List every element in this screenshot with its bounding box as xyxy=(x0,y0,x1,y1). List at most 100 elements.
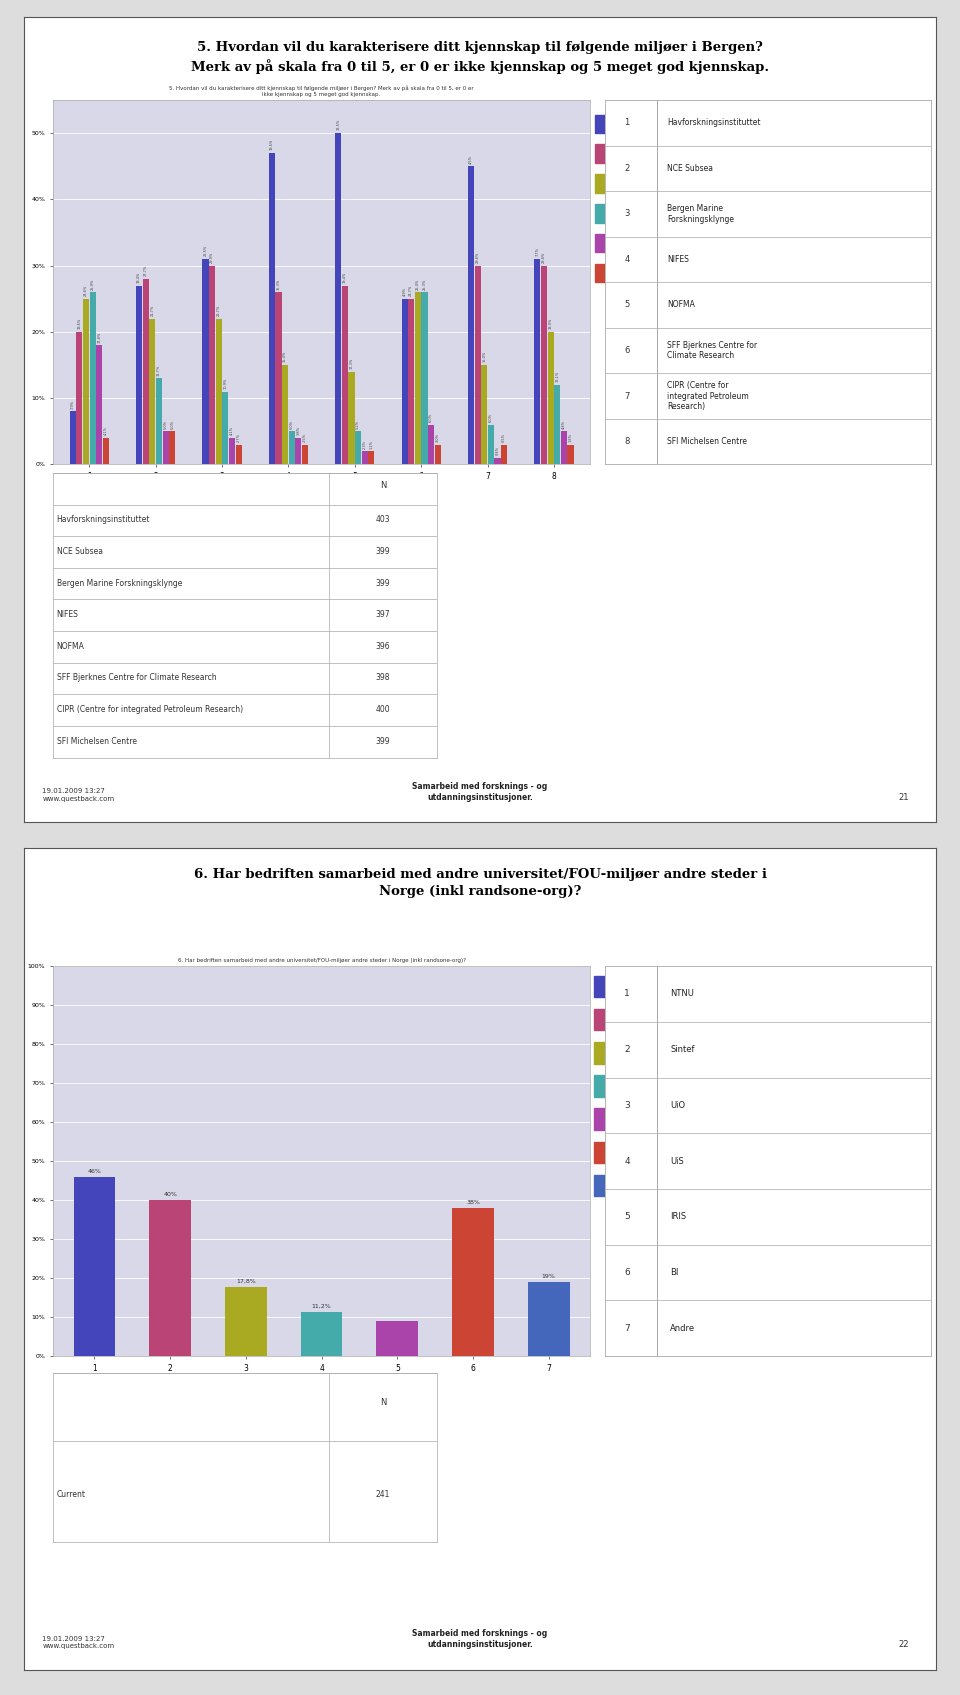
Text: 241: 241 xyxy=(376,1490,390,1500)
Text: Samarbeid med forsknings - og
utdanningsinstitusjoner.: Samarbeid med forsknings - og utdannings… xyxy=(413,781,547,802)
Text: 1: 1 xyxy=(613,151,617,156)
Bar xyxy=(428,425,434,464)
Text: 4: 4 xyxy=(624,1156,630,1166)
Text: 27,7%: 27,7% xyxy=(144,264,148,276)
Text: 0,5%: 0,5% xyxy=(502,432,506,442)
Text: 4,1%: 4,1% xyxy=(104,425,108,436)
Text: 15,4%: 15,4% xyxy=(283,351,287,363)
Text: 7: 7 xyxy=(624,1324,630,1332)
Text: 19%: 19% xyxy=(541,1275,556,1278)
Bar xyxy=(452,1209,493,1356)
Text: 4: 4 xyxy=(624,254,630,264)
Text: 5,0%: 5,0% xyxy=(163,420,168,429)
Bar xyxy=(494,458,500,464)
Text: 5: 5 xyxy=(624,300,630,310)
Bar xyxy=(223,392,228,464)
Text: 15,0%: 15,0% xyxy=(482,351,486,363)
Bar xyxy=(143,280,149,464)
Text: 4: 4 xyxy=(620,1085,624,1090)
Text: 3: 3 xyxy=(624,1100,630,1110)
Text: Bergen Marine Forskningsklynge: Bergen Marine Forskningsklynge xyxy=(57,578,182,588)
Text: Havforskningsinstituttet: Havforskningsinstituttet xyxy=(57,515,150,524)
Bar xyxy=(595,144,612,163)
Text: 2,3%: 2,3% xyxy=(363,439,367,449)
Text: 399: 399 xyxy=(375,578,391,588)
Text: 2: 2 xyxy=(624,1046,630,1054)
Text: 12,1%: 12,1% xyxy=(555,371,560,383)
Bar xyxy=(70,412,76,464)
Text: SFF Bjerknes Centre for Climate Research: SFF Bjerknes Centre for Climate Research xyxy=(57,673,216,683)
Bar xyxy=(276,292,281,464)
Text: 3: 3 xyxy=(613,210,617,215)
Bar xyxy=(376,1320,419,1356)
Bar xyxy=(540,266,547,464)
Bar xyxy=(547,332,554,464)
Text: 24,7%: 24,7% xyxy=(409,285,413,297)
Text: 21,7%: 21,7% xyxy=(217,305,221,315)
Bar xyxy=(595,115,612,134)
Bar xyxy=(595,203,612,222)
Bar xyxy=(594,1075,617,1097)
Bar xyxy=(362,451,368,464)
Text: 1: 1 xyxy=(624,119,630,127)
Bar xyxy=(302,444,308,464)
Text: SFI Michelsen Centre: SFI Michelsen Centre xyxy=(57,737,136,746)
Bar xyxy=(150,1200,191,1356)
Bar xyxy=(156,378,162,464)
Text: NOFMA: NOFMA xyxy=(57,642,84,651)
Bar xyxy=(435,444,441,464)
Text: 19,4%: 19,4% xyxy=(343,271,347,283)
Bar xyxy=(501,444,507,464)
Text: 6: 6 xyxy=(620,1151,624,1156)
Text: 2,5%: 2,5% xyxy=(303,432,307,442)
Text: UiS: UiS xyxy=(670,1156,684,1166)
Text: 25,9%: 25,9% xyxy=(90,278,95,290)
Text: CIPR (Centre for
integrated Petroleum
Research): CIPR (Centre for integrated Petroleum Re… xyxy=(667,381,749,410)
Bar xyxy=(150,319,156,464)
Text: N: N xyxy=(380,1398,386,1407)
Text: Current: Current xyxy=(57,1490,85,1500)
Text: 11,2%: 11,2% xyxy=(312,1303,331,1309)
Text: 19,5%: 19,5% xyxy=(270,139,274,151)
Text: 4,9%: 4,9% xyxy=(402,286,407,297)
Text: 4,5%: 4,5% xyxy=(468,154,473,164)
Text: 12,5%: 12,5% xyxy=(336,119,340,131)
Text: NIFES: NIFES xyxy=(57,610,79,619)
Text: 3,8%: 3,8% xyxy=(297,425,300,436)
Bar xyxy=(96,346,103,464)
Text: Andre: Andre xyxy=(670,1324,695,1332)
Text: NCE Subsea: NCE Subsea xyxy=(57,547,103,556)
Text: Bergen Marine
Forskningsklynge: Bergen Marine Forskningsklynge xyxy=(667,203,733,224)
Text: 6,0%: 6,0% xyxy=(489,414,492,422)
Bar xyxy=(528,1281,569,1356)
Text: 40%: 40% xyxy=(163,1192,177,1197)
Bar xyxy=(228,437,235,464)
Text: SFF Bjerknes Centre for
Climate Research: SFF Bjerknes Centre for Climate Research xyxy=(667,341,756,361)
Text: 400: 400 xyxy=(375,705,391,714)
Bar xyxy=(203,259,208,464)
Title: 6. Har bedriften samarbeid med andre universitet/FOU-miljøer andre steder i Norg: 6. Har bedriften samarbeid med andre uni… xyxy=(178,958,466,963)
Text: SFI Michelsen Centre: SFI Michelsen Centre xyxy=(667,437,747,446)
Text: NTNU: NTNU xyxy=(670,990,694,998)
Bar xyxy=(89,292,96,464)
Text: 5. Hvordan vil du karakterisere ditt kjennskap til følgende miljøer i Bergen?
Me: 5. Hvordan vil du karakterisere ditt kje… xyxy=(191,41,769,73)
Text: 2: 2 xyxy=(620,1019,624,1024)
Text: 8: 8 xyxy=(624,437,630,446)
Bar xyxy=(561,431,567,464)
Text: 2: 2 xyxy=(613,181,617,186)
Text: 29,9%: 29,9% xyxy=(210,253,214,263)
Text: 21: 21 xyxy=(899,793,908,802)
Text: 17,8%: 17,8% xyxy=(97,331,101,342)
Bar xyxy=(162,431,169,464)
Bar xyxy=(594,1042,617,1064)
Text: 1,8%: 1,8% xyxy=(568,432,572,442)
Text: 25,4%: 25,4% xyxy=(416,278,420,290)
Text: 24,6%: 24,6% xyxy=(84,285,88,297)
Text: 4,8%: 4,8% xyxy=(562,420,565,429)
Text: 0: 0 xyxy=(613,122,617,127)
Text: 396: 396 xyxy=(375,642,391,651)
Text: 397: 397 xyxy=(375,610,391,619)
Text: 399: 399 xyxy=(375,547,391,556)
Text: 22,5%: 22,5% xyxy=(204,246,207,256)
Text: NIFES: NIFES xyxy=(667,254,688,264)
